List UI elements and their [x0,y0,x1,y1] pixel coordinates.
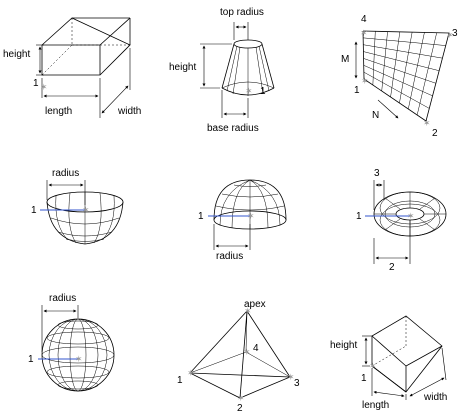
mesh-line [425,32,450,122]
wedge-height-label: height [330,340,357,351]
dish-figure: ✶ [40,180,124,245]
torus-tube-label: 3 [374,168,380,179]
box-figure: ✶ [36,17,131,118]
mesh-line [363,71,430,109]
mesh-point-4-label: 4 [361,14,367,25]
pyramid-marker-2: ✶ [237,393,245,403]
box-point-label: 1 [33,78,39,89]
sphere-marker: ✶ [75,354,83,364]
dome-point-label: 1 [198,211,204,222]
dome-radius-label: radius [216,251,243,262]
dish-point-label: 1 [31,205,37,216]
mesh-point-3-label: 3 [452,28,458,39]
box-width-label: width [117,106,141,117]
wedge-marker: ✶ [369,361,377,371]
mesh-line [363,78,427,122]
pyramid-apex-label: apex [244,299,266,310]
mesh-line [363,37,446,46]
pyramid-apex-marker: ✶ [244,306,252,316]
dish-marker: ✶ [82,205,90,215]
mesh-line [363,51,440,71]
mesh-line [399,32,413,104]
mesh-m-label: M [341,54,349,65]
torus-marker: ✶ [407,211,415,221]
pyramid-point-1-label: 1 [177,375,183,386]
mesh-line [363,65,433,97]
torus-point-label: 1 [356,211,362,222]
mesh-marker-4: ✶ [360,28,368,38]
box-length-label: length [45,106,72,117]
mesh-line [363,44,443,59]
mesh-line [362,30,365,80]
mesh-line [362,30,450,34]
mesh-line [381,31,388,92]
cone-point-label: 1 [260,86,266,97]
cone-marker: ✶ [245,86,253,96]
mesh-marker-2: ✶ [423,118,431,128]
pyramid-marker-1: ✶ [187,368,195,378]
pyramid-marker-3: ✶ [287,372,295,382]
pyramid-point-2-label: 2 [237,403,243,414]
wedge-point-label: 1 [361,373,367,384]
dome-figure: ✶ [208,179,287,250]
pyramid-point-4-label: 4 [253,343,259,354]
box-height-label: height [3,49,30,60]
pyramid-marker-4: ✶ [243,347,251,357]
mesh-line [408,32,425,110]
box-marker: ✶ [40,82,48,92]
wedge-figure: ✶ [362,315,447,400]
cone-height-label: height [169,62,196,73]
pyramid-point-3-label: 3 [294,378,300,389]
mesh-figure: ✶ ✶ ✶ ✶ [354,28,454,128]
mesh-point-1-label: 1 [354,85,360,96]
pyramid-figure: ✶ ✶ ✶ ✶ ✶ [187,306,295,403]
mesh-point-2-label: 2 [432,128,438,139]
torus-outer-label: 2 [389,262,395,273]
mesh-line [372,31,376,86]
mesh-n-label: N [372,110,379,121]
cone-figure: ✶ [200,22,275,118]
sphere-point-label: 1 [28,354,34,365]
mesh-line [416,32,437,116]
mesh-line [390,31,401,98]
wedge-width-label: width [423,392,447,403]
wedge-length-label: length [362,400,389,411]
torus-figure: ✶ [365,180,447,264]
sphere-figure: ✶ [38,305,115,392]
mesh-marker-3: ✶ [446,30,454,40]
cone-base-radius-label: base radius [207,123,259,134]
mesh-line [363,58,436,84]
dome-marker: ✶ [247,211,255,221]
sphere-radius-label: radius [49,293,76,304]
cone-top-radius-label: top radius [220,7,264,18]
mesh-marker-1: ✶ [361,76,369,86]
dish-radius-label: radius [52,168,79,179]
